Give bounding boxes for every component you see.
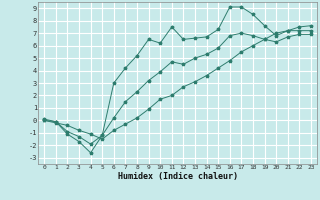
X-axis label: Humidex (Indice chaleur): Humidex (Indice chaleur) xyxy=(118,172,238,181)
